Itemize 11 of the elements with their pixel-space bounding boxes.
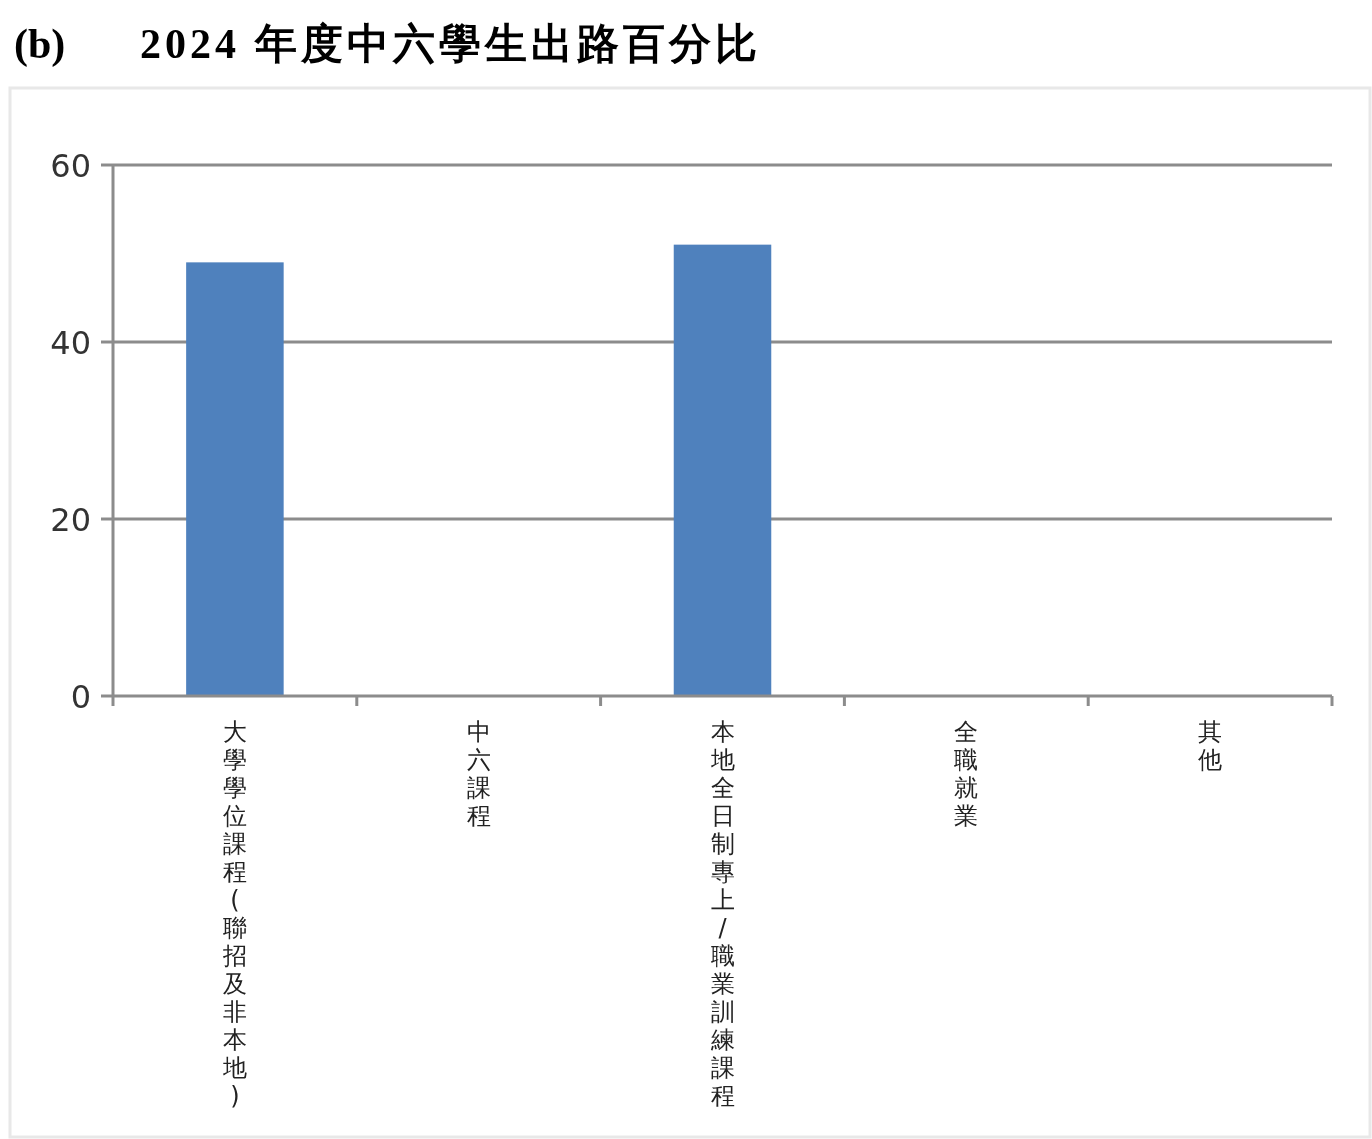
category-label: 大學學位課程(聯招及非本地) xyxy=(222,718,247,1110)
x-tick-label: 其他 xyxy=(1198,718,1223,774)
y-tick-label: 20 xyxy=(50,501,91,539)
y-tick-label: 60 xyxy=(50,147,91,185)
text: (b) xyxy=(14,21,66,68)
y-tick-label: 40 xyxy=(50,324,91,362)
y-tick-label: 0 xyxy=(70,678,91,716)
category-label: 本地全日制專上/職業訓練課程 xyxy=(710,718,735,1110)
chart-title: 2024 年度中六學生出路百分比 xyxy=(140,21,761,67)
x-tick-label: 全職就業 xyxy=(954,718,979,830)
x-tick-label: 中六課程 xyxy=(466,718,491,830)
